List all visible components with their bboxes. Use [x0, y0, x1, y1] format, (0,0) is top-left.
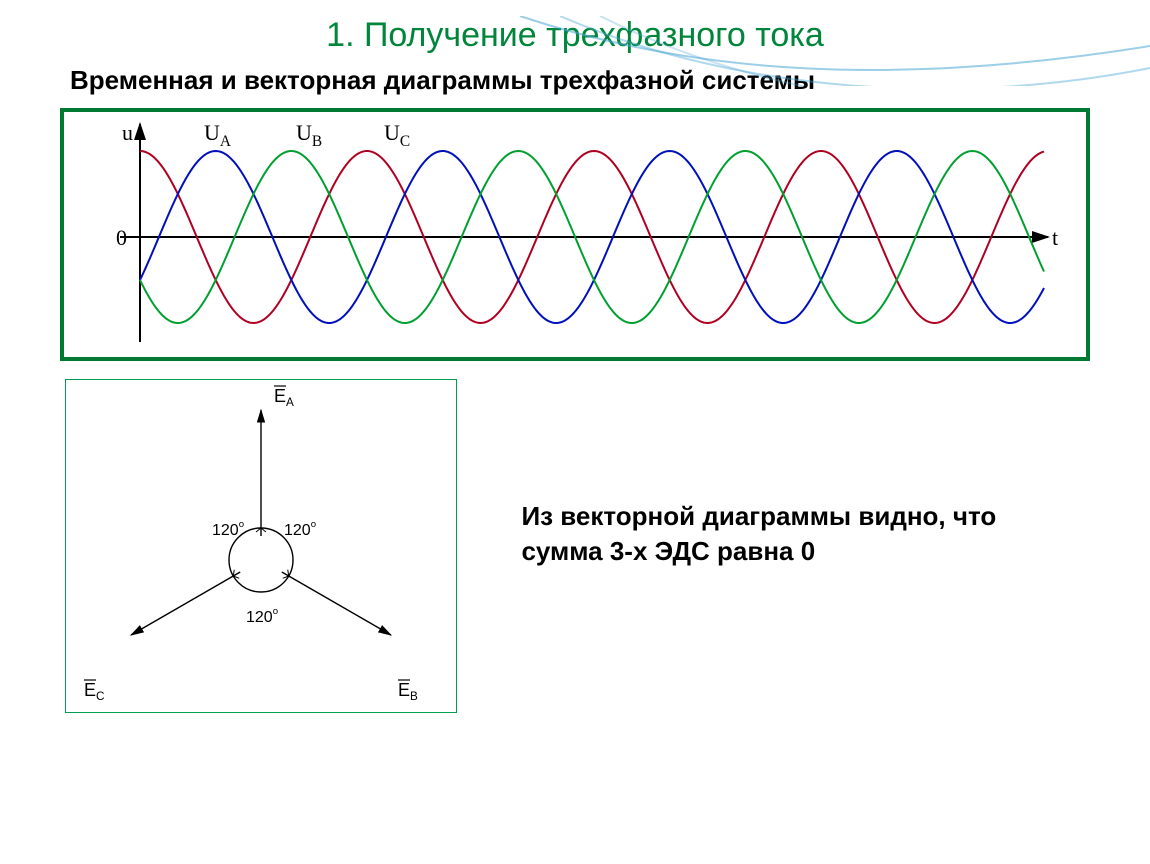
vector-EB [289, 576, 391, 635]
subtitle: Временная и векторная диаграммы трехфазн… [70, 65, 1150, 96]
page-title: 1. Получение трехфазного тока [0, 16, 1150, 55]
vector-diagram: EAEBEC120o120o120o [66, 380, 456, 712]
angle-label-1: 120o [284, 519, 316, 539]
vector-label-EB: EB [398, 680, 418, 703]
y-axis-label: u [122, 120, 133, 145]
x-axis-label: t [1052, 225, 1058, 250]
wave-chart: u t 0 UA UB UC [64, 112, 1074, 352]
origin-label: 0 [116, 225, 127, 250]
wave-chart-container: u t 0 UA UB UC [60, 108, 1090, 361]
angle-label-2: 120o [246, 606, 278, 626]
phase-label-UA: UA [204, 120, 231, 150]
vector-explanation-text: Из векторной диаграммы видно, что сумма … [521, 499, 1081, 569]
vector-EC [131, 576, 233, 635]
vector-label-EC: EC [84, 680, 104, 703]
vector-label-EA: EA [274, 386, 294, 409]
phase-label-UC: UC [384, 120, 410, 150]
phase-label-UB: UB [296, 120, 322, 150]
vector-diagram-container: EAEBEC120o120o120o [65, 379, 457, 713]
